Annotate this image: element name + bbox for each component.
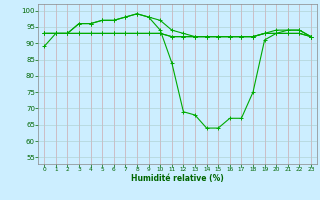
X-axis label: Humidité relative (%): Humidité relative (%) <box>131 174 224 183</box>
